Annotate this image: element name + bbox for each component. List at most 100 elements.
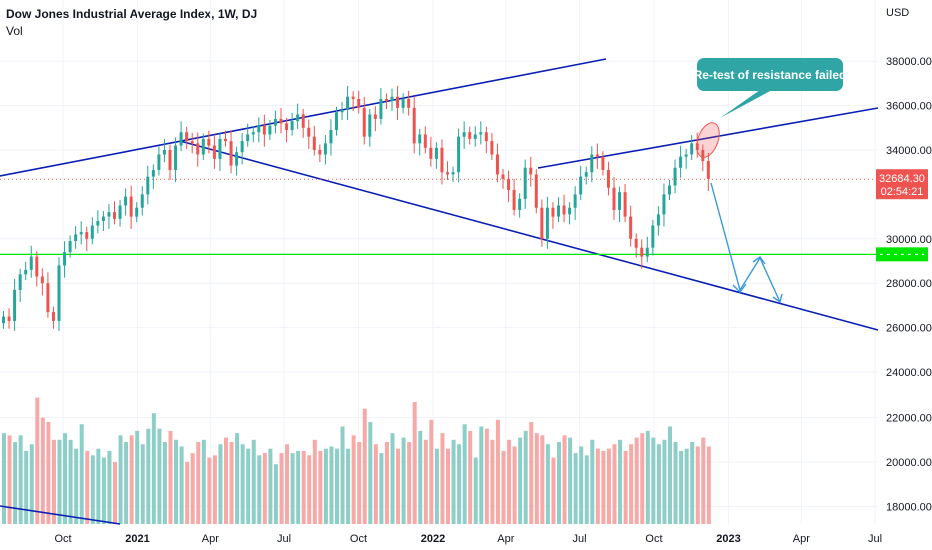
candle-body: [290, 121, 294, 131]
time-axis[interactable]: Oct 2021 Apr Jul Oct 2022 Apr Jul Oct 2023 Apr Jul: [54, 533, 882, 545]
candle-body: [74, 234, 78, 242]
volume-bar: [373, 444, 378, 524]
candle-body: [118, 205, 122, 219]
y-tick-label: 26000.00: [886, 323, 932, 335]
candle-body: [229, 141, 233, 166]
x-tick-label: Oct: [350, 533, 367, 545]
volume-bar: [645, 430, 650, 524]
volume-bar: [2, 433, 6, 524]
volume-bar: [446, 448, 450, 524]
candle-body: [307, 127, 311, 137]
volume-bar: [656, 444, 661, 524]
volume-bar: [235, 433, 240, 524]
candle-body: [357, 98, 361, 108]
candle-body: [46, 283, 50, 313]
candle-body: [218, 138, 222, 159]
candle-body: [168, 150, 172, 170]
volume-bar: [562, 435, 567, 524]
candle-body: [479, 132, 483, 135]
volume-bar: [423, 439, 428, 524]
volume-bar: [240, 444, 245, 524]
volume-bar: [612, 444, 617, 524]
volume-bar: [268, 448, 273, 524]
volume-bar: [335, 448, 339, 524]
volume-bar: [451, 439, 456, 524]
candle-body: [584, 172, 588, 177]
candle-body: [135, 207, 139, 217]
volume-bar: [124, 442, 129, 524]
volume-bar: [329, 446, 334, 524]
volume-bar: [651, 437, 656, 524]
candle-body: [196, 143, 200, 155]
volume-bar: [357, 442, 362, 524]
candle-body: [695, 143, 699, 150]
candle-body: [346, 96, 350, 111]
candle-body: [68, 241, 72, 253]
candle-body: [90, 225, 94, 239]
candle-body: [412, 107, 416, 144]
candle-body: [312, 136, 316, 150]
y-tick-label: 30000.00: [886, 234, 932, 246]
volume-bar: [540, 435, 545, 524]
volume-bar: [85, 450, 90, 524]
volume-bar: [212, 455, 217, 524]
volume-bar: [568, 437, 573, 524]
volume-bar: [29, 444, 34, 524]
candle-body: [379, 98, 383, 119]
price-axis[interactable]: USD 38000.00 36000.00 34000.00 30000.00 28000…: [876, 7, 932, 513]
projection-arrowhead: [772, 293, 783, 304]
candle-body: [534, 174, 538, 208]
candle-body: [24, 269, 28, 275]
volume-bar: [68, 439, 73, 524]
chart-title: Dow Jones Industrial Average Index, 1W, …: [6, 7, 258, 21]
volume-bar: [257, 455, 262, 524]
volume-bar: [401, 437, 406, 524]
y-tick-label: 36000.00: [886, 101, 932, 113]
candle-body: [151, 169, 155, 177]
candle-body: [29, 256, 33, 270]
candle-body: [468, 132, 472, 139]
candle-body: [640, 247, 644, 257]
chart-legend: Dow Jones Industrial Average Index, 1W, …: [6, 6, 257, 40]
candle-body: [285, 123, 289, 131]
volume-bar: [290, 453, 295, 524]
candle-body: [396, 96, 400, 108]
volume-bar: [246, 448, 251, 524]
candle-body: [562, 205, 566, 215]
volume-bar: [606, 448, 611, 524]
candle-body: [57, 265, 61, 321]
volume-bar: [551, 457, 556, 524]
y-tick-label: 28000.00: [886, 278, 932, 290]
volume-bar: [168, 430, 173, 524]
candle-body: [451, 172, 455, 175]
volume-bar: [107, 450, 112, 524]
volume-bar: [662, 439, 667, 524]
volume-bar: [229, 442, 234, 524]
volume-bar: [346, 448, 351, 524]
candle-body: [651, 225, 655, 248]
candle-body: [129, 196, 133, 217]
candle-body: [329, 130, 333, 144]
x-tick-label: Oct: [645, 533, 662, 545]
volume-bar: [590, 439, 595, 524]
candle-body: [240, 141, 244, 153]
callout-box: [697, 58, 843, 91]
volume-bar: [57, 439, 62, 524]
volume-bar: [390, 433, 395, 524]
x-tick-label: Jul: [277, 533, 291, 545]
volume-bar: [18, 435, 23, 524]
volume-bar: [296, 450, 301, 524]
y-tick-label: 22000.00: [886, 413, 932, 425]
volume-bar: [96, 448, 101, 524]
lower-trend-line: [179, 140, 879, 331]
candle-body: [323, 143, 327, 155]
candle-body: [273, 118, 277, 126]
volume-bar: [101, 457, 106, 524]
candle-body: [495, 154, 499, 175]
volume-bar: [529, 422, 534, 524]
currency-label: USD: [886, 7, 909, 19]
candle-body: [629, 216, 633, 239]
volume-bar: [312, 439, 317, 524]
volume-bar: [63, 433, 68, 524]
